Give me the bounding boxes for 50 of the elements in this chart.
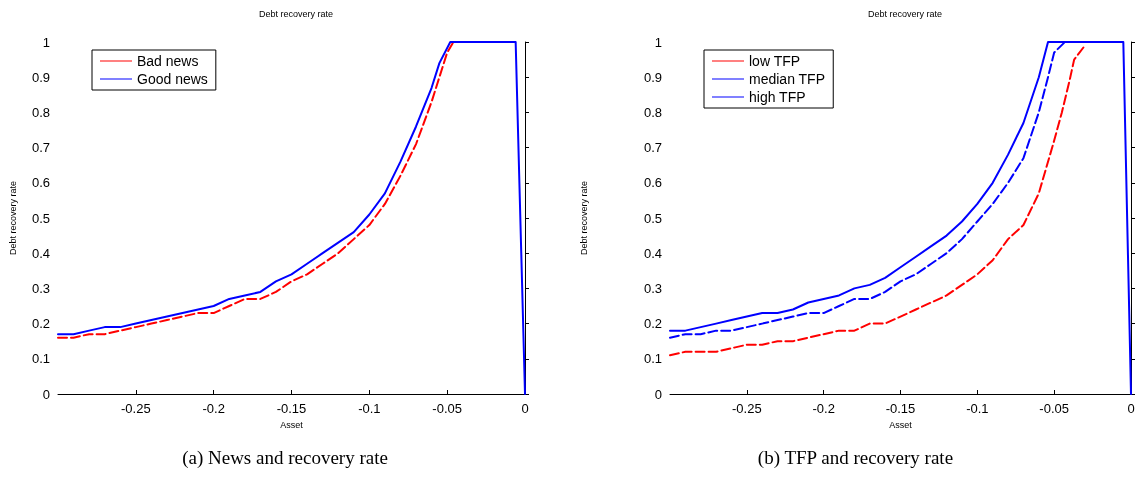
y-tick-label: 0.3 [31, 280, 50, 296]
y-tick-label: 0.2 [643, 316, 662, 332]
y-tick-label: 0.7 [31, 140, 50, 156]
text: (a) News and recovery rate [182, 447, 388, 469]
y-tick-label: 0.8 [643, 104, 662, 120]
y-tick-label: 0.6 [31, 175, 50, 191]
y-tick-label: 0 [42, 386, 50, 402]
x-tick-label: -0.05 [1039, 401, 1069, 416]
legend-label: Good news [137, 71, 208, 87]
y-tick-label: 0.4 [643, 245, 662, 261]
y-tick-label: 0.4 [31, 245, 50, 261]
y-tick-label: 0.6 [643, 175, 662, 191]
y-tick-label: 0.7 [643, 140, 662, 156]
x-tick-label: -0.2 [812, 401, 835, 416]
y-tick-label: 0.5 [31, 210, 50, 226]
chart-title: Debt recovery rate [867, 8, 943, 19]
x-tick-label: -0.25 [732, 401, 762, 416]
chart-title: Debt recovery rate [258, 8, 334, 19]
y-tick-label: 0.8 [31, 104, 50, 120]
line-series [57, 41, 526, 395]
legend-label: high TFP [749, 89, 806, 105]
x-tick-label: 0 [521, 401, 529, 416]
x-axis-title: Asset [280, 419, 304, 430]
x-tick-label: -0.15 [885, 401, 916, 416]
x-tick-label: 0 [1127, 401, 1135, 416]
y-tick-label: 0.3 [643, 280, 662, 296]
y-tick-label: 1 [654, 34, 662, 50]
x-tick-label: -0.25 [121, 401, 151, 416]
y-tick-label: 0.1 [31, 351, 50, 367]
x-tick-label: -0.05 [432, 401, 462, 416]
legend-label: low TFP [749, 53, 801, 69]
y-tick-label: 0.5 [643, 210, 662, 226]
x-tick-label: -0.2 [202, 401, 225, 416]
x-axis-title: Asset [889, 419, 913, 430]
x-tick-label: -0.15 [276, 401, 307, 416]
y-tick-label: 0.9 [31, 69, 50, 85]
x-tick-label: -0.1 [358, 401, 381, 416]
legend-label: median TFP [749, 71, 825, 87]
text: (b) TFP and recovery rate [757, 447, 954, 469]
y-tick-label: 0 [654, 386, 662, 402]
y-tick-label: 0.2 [31, 316, 50, 332]
legend-label: Bad news [137, 53, 199, 69]
y-axis-title: Debt recovery rate [7, 180, 18, 256]
line-series [57, 41, 455, 339]
y-tick-label: 1 [42, 34, 50, 50]
line-series [669, 41, 1132, 395]
y-axis-title: Debt recovery rate [578, 180, 589, 256]
y-tick-label: 0.1 [643, 351, 662, 367]
x-tick-label: -0.1 [966, 401, 989, 416]
y-tick-label: 0.9 [643, 69, 662, 85]
